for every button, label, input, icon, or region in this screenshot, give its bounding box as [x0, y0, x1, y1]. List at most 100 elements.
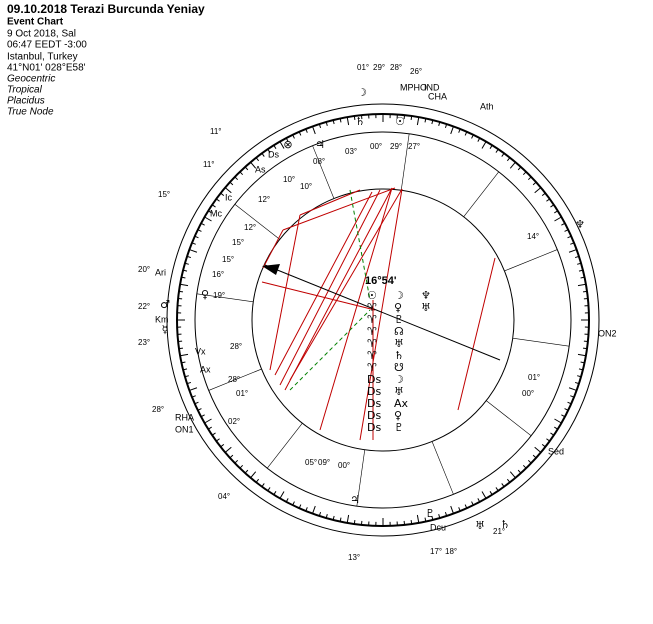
ring-tick [186, 381, 192, 385]
ring-tick [250, 161, 257, 169]
ring-tick [305, 128, 308, 133]
degree-label: 28° [230, 342, 242, 351]
planet-glyph: ♂ [160, 298, 170, 311]
ring-tick [561, 414, 566, 418]
ring-tick [197, 408, 202, 411]
ring-tick [458, 507, 461, 512]
ring-tick [546, 198, 550, 202]
table-cell: ♀ [394, 301, 402, 314]
ring-tick [577, 353, 586, 357]
aspect [269, 214, 301, 371]
ring-tick [416, 514, 420, 523]
ring-tick [239, 464, 244, 469]
planet-glyph: ♇ [425, 507, 435, 520]
degree-label: 04° [218, 492, 230, 501]
planet-glyph: ♅ [475, 519, 485, 532]
arrow [262, 264, 280, 275]
ring-tick [534, 446, 542, 453]
aspect [284, 187, 393, 391]
table-cell: ♈ [367, 301, 377, 314]
ring-tick [224, 446, 232, 453]
degree-label: 02° [228, 417, 240, 426]
point-label: Ds [268, 149, 279, 159]
ring-tick [522, 171, 527, 176]
ring-tick [273, 145, 277, 149]
ring-tick [577, 375, 582, 378]
ring-tick [208, 210, 212, 214]
title: 09.10.2018 Terazi Burcunda Yeniay [7, 2, 205, 16]
ring-tick [216, 198, 220, 202]
ring-tick [458, 128, 461, 133]
table-cell: ☋ [394, 361, 404, 374]
degree-label: 10° [300, 182, 312, 191]
degree-label: 21° [493, 527, 505, 536]
ring-tick [261, 483, 265, 487]
degree-label: 26° [410, 67, 422, 76]
planet-glyph: ⊗ [283, 138, 292, 151]
ring-tick [550, 204, 555, 208]
ring-tick [501, 483, 505, 487]
planet-glyph: ♀ [201, 288, 209, 301]
table-cell: ♆ [421, 289, 431, 302]
ring-tick [582, 290, 588, 293]
ring-tick [220, 443, 225, 448]
ring-ticks [177, 114, 589, 526]
ring-tick [541, 192, 546, 197]
ring-tick [471, 134, 474, 139]
ring-tick [431, 515, 434, 521]
degree-label: 09° [318, 458, 330, 467]
ring-tick [517, 166, 522, 171]
aspect [261, 281, 376, 311]
setting: Geocentric [7, 74, 55, 85]
ring-tick [255, 478, 260, 483]
aspect [289, 309, 371, 391]
house-cusp [267, 423, 303, 469]
degree-label: 11° [210, 127, 222, 136]
ring-tick [481, 141, 487, 149]
degree-label: 15° [232, 238, 244, 247]
ring-tick [216, 438, 220, 442]
ring-tick [353, 115, 356, 121]
ring-tick [279, 141, 285, 149]
ring-tick [189, 387, 198, 391]
ring-tick [564, 229, 569, 232]
degree-label: 12° [258, 195, 270, 204]
ring-tick [180, 283, 189, 287]
aspect [299, 189, 361, 216]
ring-tick [410, 519, 413, 525]
ring-tick [416, 117, 420, 126]
degree-label: 23° [138, 338, 150, 347]
ring-tick [182, 269, 188, 272]
table-cell: ♅ [394, 337, 404, 350]
table-cell: ♅ [394, 385, 404, 398]
ring-tick [444, 511, 448, 517]
point-label: ON2 [598, 328, 617, 338]
ring-tick [438, 121, 441, 126]
ring-tick [189, 249, 198, 253]
table-cell: ♈ [367, 361, 377, 374]
ring-tick [305, 507, 308, 512]
degree-label: 00° [338, 461, 350, 470]
ring-tick [211, 432, 216, 436]
ring-tick [229, 454, 234, 459]
degree-label: 28° [228, 375, 240, 384]
ring-tick [181, 276, 186, 279]
ring-tick [267, 148, 271, 153]
ring-tick [312, 505, 316, 514]
house-cusp [208, 368, 262, 391]
degree-label: 08° [313, 157, 325, 166]
aspect [349, 189, 371, 301]
planet-glyph: ♄ [355, 115, 365, 128]
ring-tick [312, 126, 316, 135]
ring-tick [239, 171, 244, 176]
ring-tick [298, 131, 302, 136]
ring-tick [568, 387, 577, 391]
ring-tick [255, 157, 260, 162]
ring-tick [580, 361, 585, 364]
degree-label: 12° [244, 223, 256, 232]
house-ring [194, 131, 572, 509]
point-label: RHA [175, 412, 194, 422]
ring-tick [570, 242, 575, 245]
ring-tick [191, 242, 196, 245]
ring-tick [318, 511, 322, 517]
